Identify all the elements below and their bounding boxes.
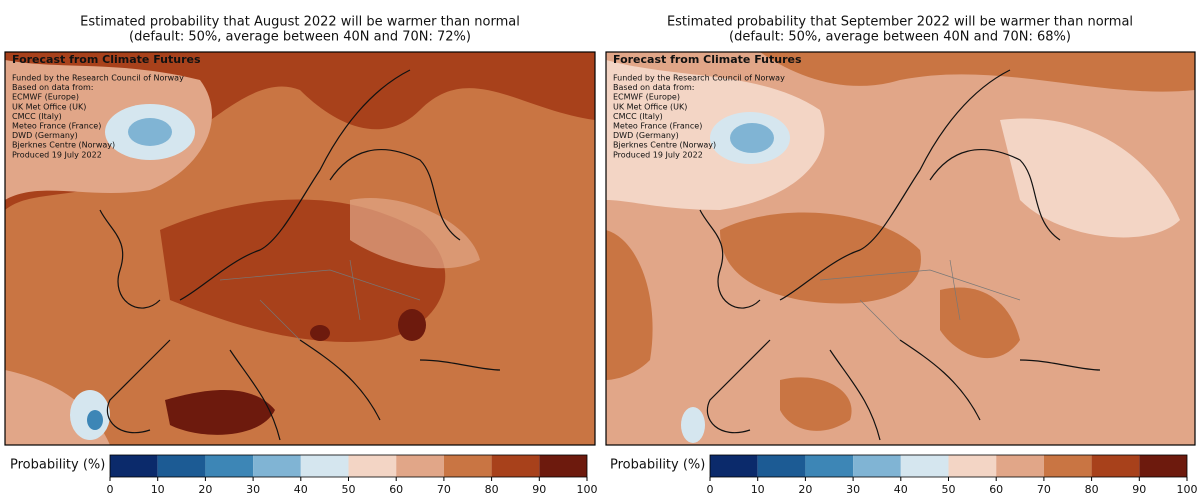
colorbar-tick-label: 80 — [1085, 483, 1099, 496]
colorbar-tick-label: 30 — [846, 483, 860, 496]
overlay-line: UK Met Office (UK) — [12, 102, 86, 111]
colorbar-bin — [996, 455, 1044, 477]
overlay-line: Funded by the Research Council of Norway — [12, 74, 184, 83]
overlay-heading: Forecast from Climate Futures — [613, 53, 802, 66]
overlay-line: CMCC (Italy) — [12, 112, 62, 121]
overlay-line: DWD (Germany) — [613, 131, 679, 140]
colorbar-bin — [757, 455, 806, 477]
panel-title: (default: 50%, average between 40N and 7… — [129, 30, 471, 45]
overlay-line: Bjerknes Centre (Norway) — [12, 141, 115, 150]
colorbar-tick-label: 0 — [707, 483, 714, 496]
colorbar-tick-label: 40 — [294, 483, 308, 496]
map-frame — [4, 51, 596, 446]
colorbar-label: Probability (%) — [10, 458, 105, 473]
colorbar-bin — [157, 455, 206, 477]
panel-title: (default: 50%, average between 40N and 7… — [729, 30, 1071, 45]
panel-title: Estimated probability that September 202… — [667, 15, 1133, 30]
overlay-heading: Forecast from Climate Futures — [12, 53, 201, 66]
map-frame — [605, 51, 1196, 446]
colorbar-tick-label: 60 — [389, 483, 403, 496]
colorbar-bin — [110, 455, 158, 477]
colorbar-bin — [253, 455, 301, 477]
colorbar-tick-label: 50 — [942, 483, 956, 496]
colorbar-tick-label: 20 — [198, 483, 212, 496]
colorbar-tick-label: 90 — [532, 483, 546, 496]
colorbar-bin — [900, 455, 949, 477]
overlay-line: UK Met Office (UK) — [613, 102, 687, 111]
overlay-line: CMCC (Italy) — [613, 112, 663, 121]
map-right — [606, 52, 1195, 445]
overlay-line: ECMWF (Europe) — [12, 93, 79, 102]
colorbar-tick-label: 80 — [485, 483, 499, 496]
colorbar-tick-label: 40 — [894, 483, 908, 496]
colorbar-tick-label: 60 — [989, 483, 1003, 496]
map-left — [5, 52, 595, 445]
colorbar-tick-label: 70 — [1037, 483, 1051, 496]
colorbar-tick-label: 30 — [246, 483, 260, 496]
colorbar-bin — [1091, 455, 1140, 477]
colorbar-bin — [491, 455, 540, 477]
overlay-line: ECMWF (Europe) — [613, 93, 680, 102]
colorbar-tick-label: 100 — [577, 483, 598, 496]
colorbar-tick-label: 20 — [798, 483, 812, 496]
overlay-line: Meteo France (France) — [12, 122, 101, 131]
overlay-line: Based on data from: — [12, 83, 93, 92]
colorbar-bin — [1043, 455, 1092, 477]
colorbar-bin — [396, 455, 444, 477]
overlay-line: DWD (Germany) — [12, 131, 78, 140]
colorbar-bin — [443, 455, 492, 477]
overlay-line: Meteo France (France) — [613, 122, 702, 131]
colorbar-tick-label: 50 — [342, 483, 356, 496]
colorbar-tick-label: 70 — [437, 483, 451, 496]
colorbar-bin — [300, 455, 349, 477]
overlay-line: Funded by the Research Council of Norway — [613, 74, 785, 83]
overlay-line: Bjerknes Centre (Norway) — [613, 141, 716, 150]
colorbar-tick-label: 0 — [107, 483, 114, 496]
colorbar-tick-label: 100 — [1177, 483, 1198, 496]
colorbar-bin — [805, 455, 854, 477]
colorbar-bin — [1139, 455, 1187, 477]
coastlines — [99, 69, 1101, 441]
colorbar-bin — [348, 455, 397, 477]
colorbar-tick-label: 10 — [151, 483, 165, 496]
colorbar-bin — [710, 455, 758, 477]
panel-title: Estimated probability that August 2022 w… — [80, 15, 520, 30]
overlay-line: Produced 19 July 2022 — [12, 150, 102, 159]
overlay-line: Produced 19 July 2022 — [613, 150, 703, 159]
colorbar-bin — [205, 455, 254, 477]
colorbar-bin — [948, 455, 997, 477]
colorbar-label: Probability (%) — [610, 458, 705, 473]
colorbar-tick-label: 90 — [1132, 483, 1146, 496]
colorbar-bin — [539, 455, 587, 477]
colorbar-tick-label: 10 — [751, 483, 765, 496]
overlay-line: Based on data from: — [613, 83, 694, 92]
colorbar-bin — [853, 455, 901, 477]
